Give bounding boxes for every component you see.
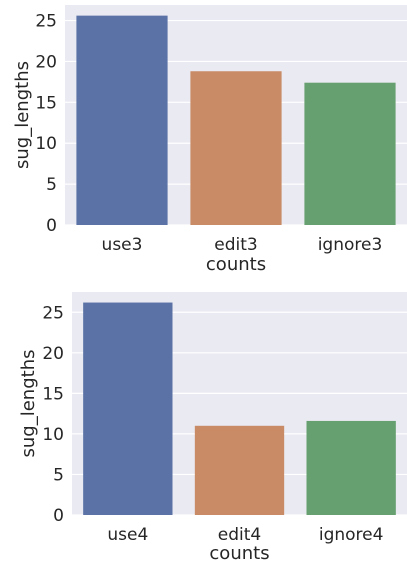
y-tick-label: 15 xyxy=(42,384,64,404)
bar-use3 xyxy=(76,15,168,225)
y-tick-label: 5 xyxy=(46,175,57,195)
x-tick-label: use4 xyxy=(107,525,148,545)
y-tick-label: 0 xyxy=(46,216,57,236)
y-tick-label: 15 xyxy=(35,93,57,113)
x-tick-label: ignore4 xyxy=(319,525,384,545)
y-tick-label: 0 xyxy=(53,506,64,526)
y-tick-label: 20 xyxy=(35,52,57,72)
x-axis-label: counts xyxy=(209,543,269,564)
y-tick-label: 25 xyxy=(35,12,57,32)
x-tick-label: edit4 xyxy=(218,525,261,545)
bar-use4 xyxy=(83,302,173,515)
chart-bottom: 0 5 10 15 20 25 use4 edit4 ignore4 counts sug_leng… xyxy=(18,292,407,564)
y-axis-label: sug_lengths xyxy=(12,61,33,169)
x-tick-label: ignore3 xyxy=(318,235,383,255)
y-tick-label: 10 xyxy=(35,134,57,154)
x-tick-label: use3 xyxy=(102,235,143,255)
chart-top: 0 5 10 15 20 25 use3 edit3 ignore3 counts sug_leng… xyxy=(12,5,407,275)
y-tick-label: 10 xyxy=(42,425,64,445)
y-tick-label: 20 xyxy=(42,344,64,364)
x-axis-label: counts xyxy=(206,254,266,275)
x-tick-label: edit3 xyxy=(214,235,257,255)
bar-edit4 xyxy=(194,425,285,515)
y-tick-label: 5 xyxy=(53,465,64,485)
bar-ignore3 xyxy=(304,82,396,226)
y-axis-label: sug_lengths xyxy=(18,350,39,458)
bar-ignore4 xyxy=(306,420,396,515)
bar-edit3 xyxy=(190,71,282,225)
y-tick-label: 25 xyxy=(42,303,64,323)
